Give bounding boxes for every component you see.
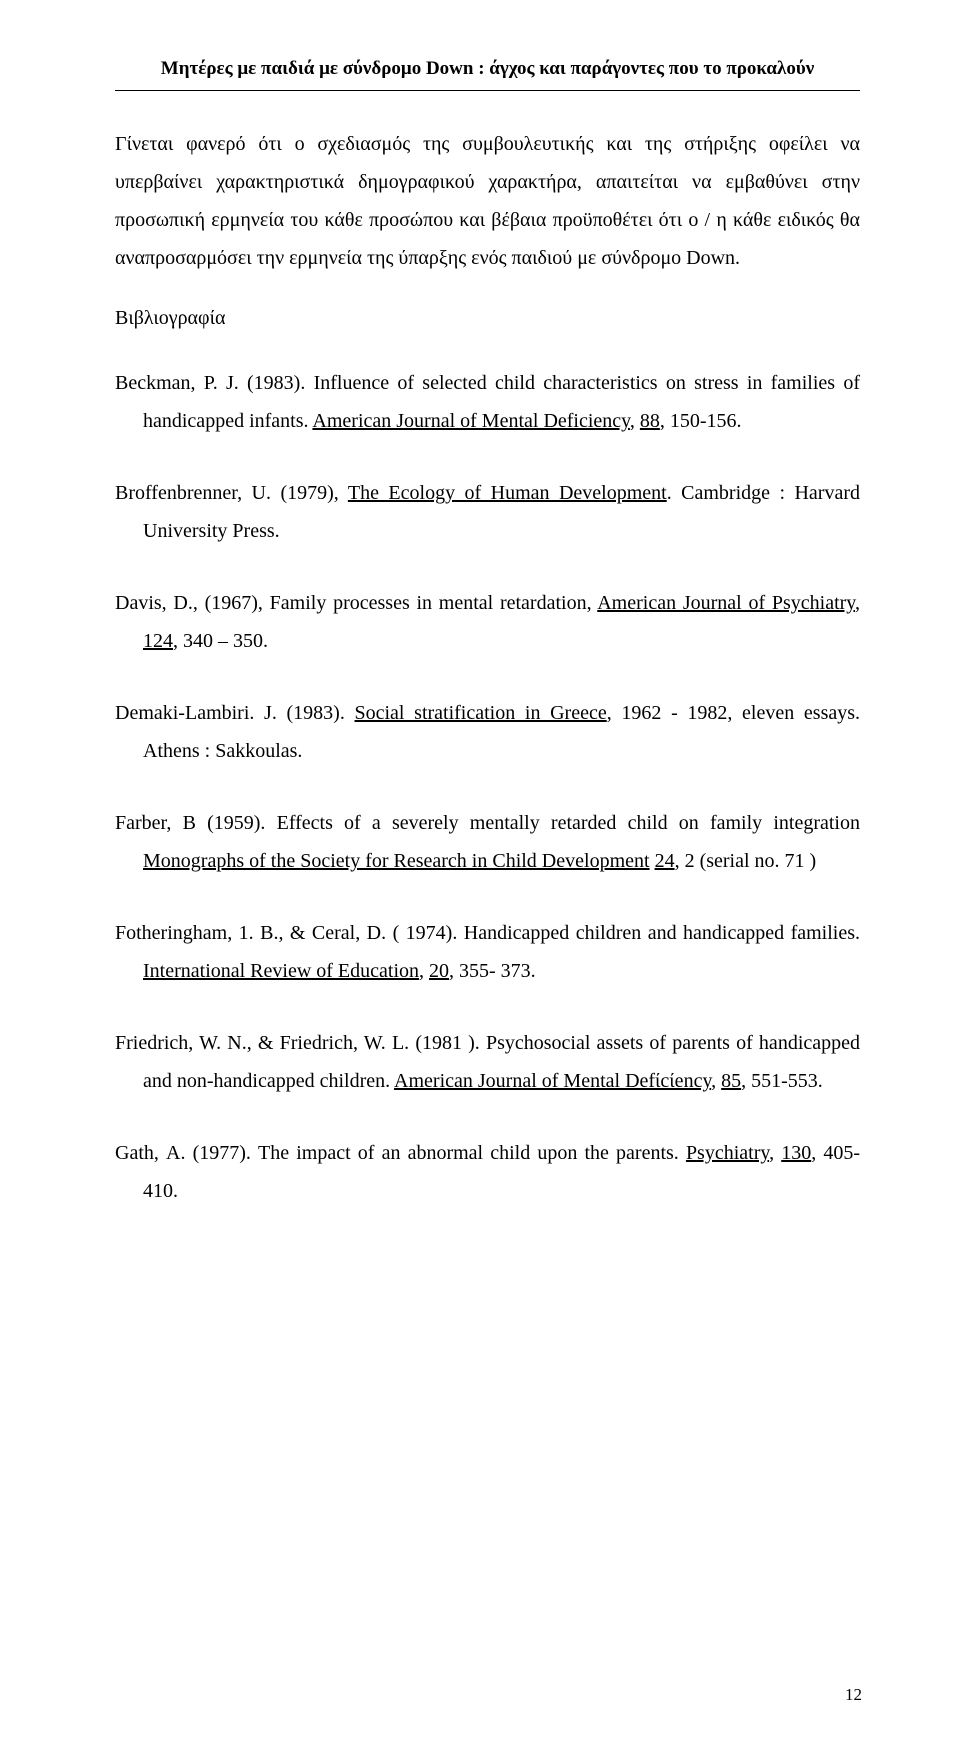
bibliography-title: Βιβλιογραφία bbox=[115, 307, 860, 330]
ref-text: , bbox=[711, 1070, 721, 1092]
ref-journal: Psychiatry bbox=[686, 1142, 769, 1164]
ref-journal: American Journal of Psychiatry bbox=[597, 592, 855, 614]
reference-item: Friedrich, W. Ν., & Friedrich, W. L. (19… bbox=[115, 1024, 860, 1100]
page-number: 12 bbox=[845, 1685, 862, 1705]
ref-volume: 85 bbox=[721, 1070, 741, 1092]
running-header: Μητέρες με παιδιά με σύνδρομο Down : άγχ… bbox=[115, 58, 860, 91]
ref-volume: 20 bbox=[429, 960, 449, 982]
ref-journal: Monographs of the Society for Research i… bbox=[143, 850, 650, 872]
ref-text: Gath, Α. (1977). The impact of an abnorm… bbox=[115, 1142, 686, 1164]
ref-text: Davis, D., (1967), Family processes in m… bbox=[115, 592, 597, 614]
reference-item: Gath, Α. (1977). The impact of an abnorm… bbox=[115, 1134, 860, 1210]
reference-item: Farber, B (1959). Effects of a severely … bbox=[115, 804, 860, 880]
ref-title: The Ecology of Human Development bbox=[348, 482, 667, 504]
ref-volume: 88 bbox=[640, 410, 660, 432]
ref-text: , 340 – 350. bbox=[173, 630, 268, 652]
ref-text: , bbox=[419, 960, 429, 982]
body-paragraph: Γίνεται φανερό ότι ο σχεδιασμός της συμβ… bbox=[115, 125, 860, 277]
ref-text: , 551-553. bbox=[741, 1070, 823, 1092]
reference-item: Broffenbrenner, U. (1979), The Ecology o… bbox=[115, 474, 860, 550]
ref-text: Farber, B (1959). Effects of a severely … bbox=[115, 812, 860, 834]
ref-text: , bbox=[855, 592, 860, 614]
page: Μητέρες με παιδιά με σύνδρομο Down : άγχ… bbox=[0, 0, 960, 1745]
ref-text: , bbox=[769, 1142, 781, 1164]
reference-item: Demaki-Lambiri. J. (1983). Social strati… bbox=[115, 694, 860, 770]
ref-volume: 130 bbox=[781, 1142, 811, 1164]
ref-text: Demaki-Lambiri. J. (1983). bbox=[115, 702, 355, 724]
ref-title: Social stratification in Greece bbox=[355, 702, 607, 724]
ref-text: Broffenbrenner, U. (1979), bbox=[115, 482, 348, 504]
ref-volume: 24 bbox=[655, 850, 675, 872]
reference-item: Beckman, P. J. (1983). Influence of sele… bbox=[115, 364, 860, 440]
ref-text: , 355- 373. bbox=[449, 960, 536, 982]
ref-text: , 150-156. bbox=[660, 410, 742, 432]
ref-text: , 2 (serial no. 71 ) bbox=[675, 850, 817, 872]
reference-item: Davis, D., (1967), Family processes in m… bbox=[115, 584, 860, 660]
reference-item: Fotheringham, 1. Β., & Ceral, D. ( 1974)… bbox=[115, 914, 860, 990]
ref-journal: International Review of Education bbox=[143, 960, 419, 982]
ref-volume: 124 bbox=[143, 630, 173, 652]
ref-journal: American Journal of Mental Defίcίency bbox=[394, 1070, 711, 1092]
ref-text: Fotheringham, 1. Β., & Ceral, D. ( 1974)… bbox=[115, 922, 860, 944]
ref-journal: American Journal of Mental Deficiency bbox=[312, 410, 629, 432]
ref-text: , bbox=[630, 410, 640, 432]
